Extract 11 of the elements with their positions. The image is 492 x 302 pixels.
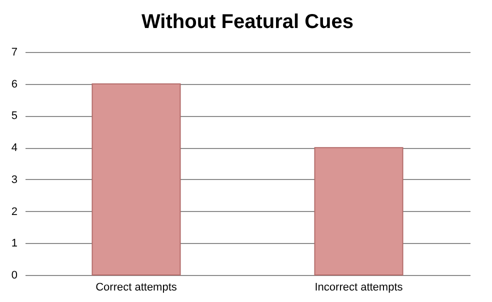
y-tick-label: 3 xyxy=(11,174,18,186)
y-tick-label: 2 xyxy=(11,206,18,218)
chart-title: Without Featural Cues xyxy=(141,11,354,33)
y-tick-label: 1 xyxy=(11,238,18,250)
y-tick-label: 0 xyxy=(11,270,18,282)
y-tick-label: 5 xyxy=(11,110,18,122)
x-tick-label: Incorrect attempts xyxy=(314,282,404,294)
y-tick-label: 7 xyxy=(11,46,18,58)
y-tick-label: 6 xyxy=(11,78,18,90)
y-tick-label: 4 xyxy=(11,142,18,154)
x-tick-label: Correct attempts xyxy=(96,282,178,294)
